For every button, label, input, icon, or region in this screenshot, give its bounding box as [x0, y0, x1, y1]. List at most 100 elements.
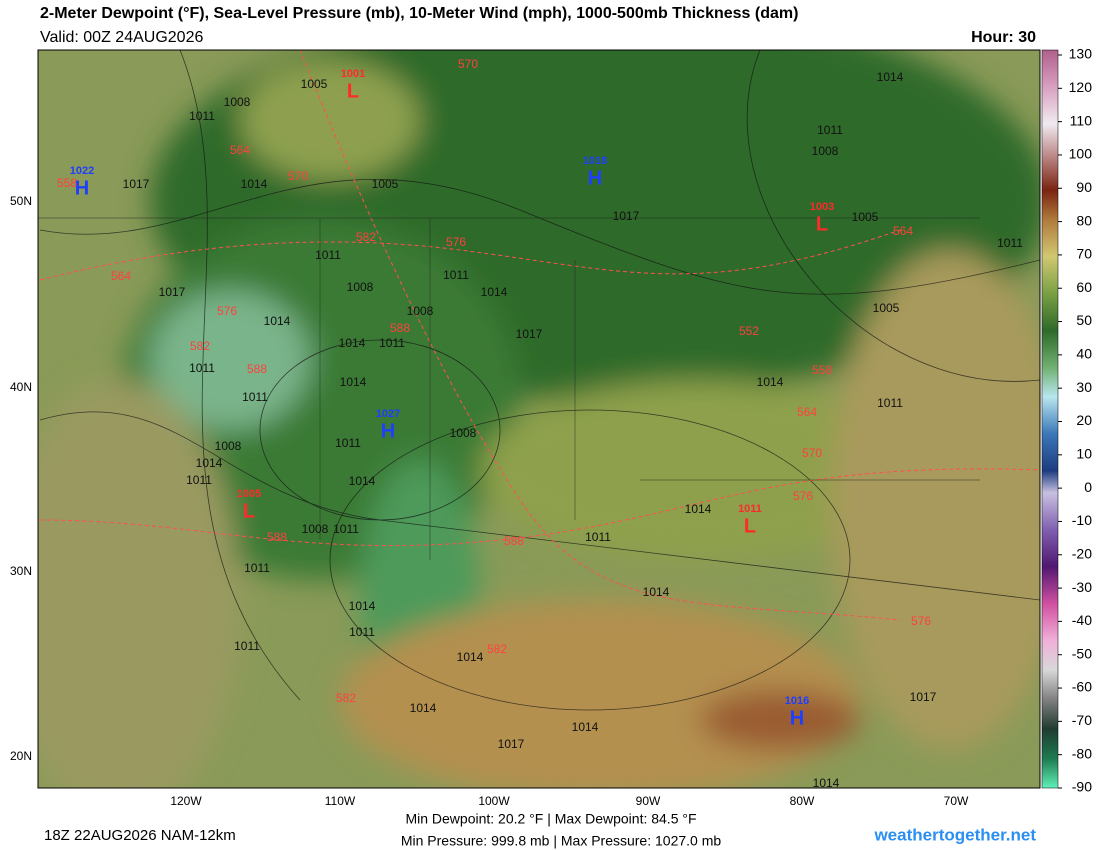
site-link[interactable]: weathertogether.net: [873, 825, 1036, 844]
colorbar-label: 110: [1070, 112, 1093, 128]
colorbar-label: 40: [1076, 346, 1092, 362]
colorbar-label: 50: [1076, 312, 1092, 328]
lat-label: 30N: [10, 564, 32, 578]
colorbar-label: -70: [1072, 712, 1092, 728]
isobar-label: 1011: [349, 625, 375, 639]
thickness-label: 570: [288, 169, 308, 183]
valid-time: Valid: 00Z 24AUG2026: [40, 29, 203, 46]
thickness-label: 588: [267, 530, 287, 544]
lat-label: 40N: [10, 380, 32, 394]
pressure-center-symbol: H: [75, 177, 89, 199]
thickness-label: 552: [739, 324, 759, 338]
isobar-label: 1011: [997, 236, 1023, 250]
thickness-label: 582: [356, 230, 376, 244]
isobar-label: 1008: [450, 426, 477, 440]
map: [38, 50, 1040, 788]
map-frame: [37, 49, 1041, 789]
isobar-label: 1014: [481, 285, 508, 299]
colorbar-label: -80: [1072, 745, 1092, 761]
isobar-label: 1014: [877, 70, 904, 84]
isobar-label: 1014: [685, 502, 712, 516]
isobar-label: 1005: [852, 210, 879, 224]
isobar-label: 1014: [241, 177, 268, 191]
colorbar-label: 120: [1069, 79, 1093, 95]
thickness-label: 588: [390, 321, 410, 335]
pressure-center-value: 1001: [341, 68, 365, 80]
forecast-hour: Hour: 30: [971, 29, 1036, 46]
colorbar-label: 70: [1076, 246, 1092, 262]
colorbar-label: 60: [1076, 279, 1092, 295]
isobar-label: 1014: [349, 599, 376, 613]
isobar-label: 1017: [910, 690, 937, 704]
isobar-label: 1008: [812, 144, 839, 158]
pressure-center-value: 1022: [70, 165, 94, 177]
lat-label: 50N: [10, 194, 32, 208]
isobar-label: 1005: [873, 301, 900, 315]
thickness-label: 576: [446, 235, 466, 249]
thickness-label: 576: [793, 489, 813, 503]
lon-label: 70W: [944, 794, 969, 808]
colorbar-label: 90: [1076, 179, 1092, 195]
colorbar-label: 20: [1076, 412, 1092, 428]
colorbar-label: -60: [1072, 679, 1092, 695]
isobar-label: 1011: [189, 109, 215, 123]
isobar-label: 1011: [186, 473, 212, 487]
isobar-label: 1011: [379, 336, 405, 350]
lon-label: 90W: [636, 794, 661, 808]
dewpoint-range: Min Dewpoint: 20.2 °F | Max Dewpoint: 84…: [405, 811, 696, 827]
isobar-label: 1017: [123, 177, 150, 191]
colorbar-label: -50: [1072, 645, 1092, 661]
isobar-label: 1014: [196, 456, 223, 470]
isobar-label: 1017: [498, 737, 525, 751]
pressure-center-value: 1027: [376, 408, 400, 420]
isobar-label: 1005: [301, 77, 328, 91]
isobar-label: 1011: [333, 522, 359, 536]
thickness-label: 564: [230, 143, 250, 157]
pressure-center-symbol: H: [381, 420, 395, 442]
isobar-label: 1014: [264, 314, 291, 328]
thickness-label: 582: [487, 642, 507, 656]
pressure-center-symbol: L: [243, 500, 255, 522]
thickness-label: 558: [812, 363, 832, 377]
isobar-label: 1005: [372, 177, 399, 191]
thickness-label: 582: [336, 691, 356, 705]
thickness-label: 564: [111, 269, 131, 283]
isobar-label: 1011: [877, 396, 903, 410]
pressure-center-value: 1016: [785, 695, 809, 707]
isobar-label: 1014: [349, 474, 376, 488]
colorbar-label: -10: [1072, 512, 1092, 528]
isobar-label: 1014: [457, 650, 484, 664]
isobar-label: 1014: [340, 375, 367, 389]
pressure-center-value: 1003: [810, 201, 834, 213]
isobar-label: 1017: [516, 327, 543, 341]
pressure-center-symbol: L: [816, 213, 828, 235]
colorbar-label: 100: [1069, 146, 1093, 162]
colorbar-label: 10: [1076, 446, 1092, 462]
isobar-label: 1017: [613, 209, 640, 223]
thickness-label: 570: [802, 446, 822, 460]
colorbar-label: -40: [1072, 612, 1092, 628]
colorbar-label: -90: [1072, 779, 1092, 795]
thickness-label: 576: [217, 304, 237, 318]
title: 2-Meter Dewpoint (°F), Sea-Level Pressur…: [40, 5, 798, 22]
thickness-label: 588: [247, 362, 267, 376]
thickness-label: 570: [458, 57, 478, 71]
thickness-label: 564: [797, 405, 817, 419]
isobar-label: 1011: [315, 248, 341, 262]
colorbar-label: 0: [1084, 479, 1092, 495]
model-run: 18Z 22AUG2026 NAM-12km: [44, 827, 236, 844]
colorbar-label: 30: [1076, 379, 1092, 395]
pressure-center-symbol: H: [588, 167, 602, 189]
lon-label: 80W: [790, 794, 815, 808]
thickness-label: 588: [504, 534, 524, 548]
isobar-label: 1011: [443, 268, 469, 282]
thickness-label: 564: [893, 224, 913, 238]
lat-label: 20N: [10, 749, 32, 763]
isobar-label: 1008: [224, 95, 251, 109]
isobar-label: 1011: [817, 123, 843, 137]
thickness-label: 558: [57, 176, 77, 190]
pressure-range: Min Pressure: 999.8 mb | Max Pressure: 1…: [401, 833, 722, 849]
pressure-center-value: 1005: [237, 488, 261, 500]
isobar-label: 1011: [244, 561, 270, 575]
